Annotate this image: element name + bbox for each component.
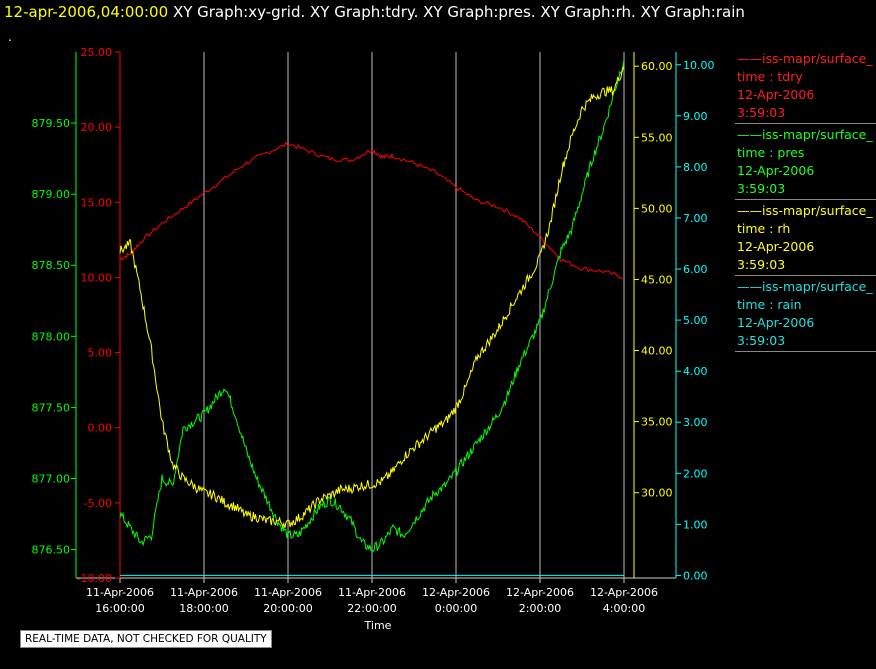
rh-tick-label: 30.00: [641, 487, 673, 500]
legend-entry-0: ——iss-mapr/surface_time : tdry 12-Apr-200…: [735, 48, 876, 124]
legend-time: 3:59:03: [737, 257, 786, 272]
pres-tick-label: 879.50: [32, 117, 71, 130]
legend-var: time : tdry: [737, 69, 803, 84]
x-tick-time-label: 22:00:00: [347, 602, 396, 615]
pres-tick-label: 878.00: [32, 330, 71, 343]
tdry-tick-label: 0.00: [88, 422, 113, 435]
rh-tick-label: 40.00: [641, 345, 673, 358]
legend-date: 12-Apr-2006: [737, 239, 815, 254]
rain-tick-label: 4.00: [683, 365, 708, 378]
tdry-tick-label: 25.00: [81, 46, 113, 59]
rh-tick-label: 50.00: [641, 202, 673, 215]
pres-tick-label: 877.00: [32, 472, 71, 485]
x-tick-date-label: 12-Apr-2006: [422, 586, 490, 599]
tdry-tick-label: 10.00: [81, 271, 113, 284]
x-axis-label: Time: [364, 619, 392, 632]
rain-tick-label: 8.00: [683, 161, 708, 174]
legend: ——iss-mapr/surface_ time : tdry 12-Apr-200…: [735, 48, 876, 352]
legend-var: time : rain: [737, 297, 802, 312]
rh-tick-label: 45.00: [641, 273, 673, 286]
pres-tick-label: 876.50: [32, 544, 71, 557]
pres-tick-label: 879.00: [32, 188, 71, 201]
legend-var: time : pres: [737, 145, 805, 160]
pres-tick-label: 878.50: [32, 259, 71, 272]
legend-entry-3: ——iss-mapr/surface_time : rain 12-Apr-200…: [735, 276, 876, 352]
rain-tick-label: 0.00: [683, 569, 708, 582]
x-tick-time-label: 18:00:00: [179, 602, 228, 615]
x-tick-date-label: 11-Apr-2006: [254, 586, 322, 599]
legend-name: ——iss-mapr/surface_: [737, 203, 873, 218]
legend-entry-2: ——iss-mapr/surface_time : rh 12-Apr-2006 3…: [735, 200, 876, 276]
series-line-rh: [119, 66, 625, 529]
legend-date: 12-Apr-2006: [737, 163, 815, 178]
x-tick-date-label: 11-Apr-2006: [170, 586, 238, 599]
series-line-tdry: [119, 141, 625, 279]
legend-name: ——iss-mapr/surface_: [737, 279, 873, 294]
x-tick-date-label: 12-Apr-2006: [590, 586, 658, 599]
legend-entry-1: ——iss-mapr/surface_time : pres 12-Apr-200…: [735, 124, 876, 200]
x-tick-date-label: 11-Apr-2006: [338, 586, 406, 599]
x-tick-time-label: 0:00:00: [435, 602, 477, 615]
rain-tick-label: 2.00: [683, 467, 708, 480]
rain-tick-label: 1.00: [683, 518, 708, 531]
tdry-tick-label: 15.00: [81, 196, 113, 209]
tdry-tick-label: -5.00: [84, 497, 112, 510]
x-tick-time-label: 16:00:00: [95, 602, 144, 615]
x-tick-time-label: 4:00:00: [603, 602, 645, 615]
rh-tick-label: 60.00: [641, 60, 673, 73]
tdry-tick-label: -10.00: [77, 572, 112, 585]
legend-date: 12-Apr-2006: [737, 87, 815, 102]
legend-date: 12-Apr-2006: [737, 315, 815, 330]
x-tick-time-label: 2:00:00: [519, 602, 561, 615]
legend-time: 3:59:03: [737, 105, 786, 120]
rain-tick-label: 9.00: [683, 110, 708, 123]
legend-time: 3:59:03: [737, 181, 786, 196]
rain-tick-label: 7.00: [683, 212, 708, 225]
legend-name: ——iss-mapr/surface_: [737, 51, 873, 66]
rh-tick-label: 35.00: [641, 416, 673, 429]
header-timestamp: 12-apr-2006,04:00:00: [4, 3, 169, 21]
chart-header: 12-apr-2006,04:00:00 XY Graph:xy-grid. X…: [4, 3, 745, 21]
tdry-tick-label: 5.00: [88, 347, 113, 360]
x-tick-date-label: 11-Apr-2006: [86, 586, 154, 599]
x-tick-date-label: 12-Apr-2006: [506, 586, 574, 599]
legend-name: ——iss-mapr/surface_: [737, 127, 873, 142]
quality-notice: REAL-TIME DATA, NOT CHECKED FOR QUALITY: [20, 630, 272, 648]
legend-var: time : rh: [737, 221, 791, 236]
rain-tick-label: 6.00: [683, 263, 708, 276]
x-tick-time-label: 20:00:00: [263, 602, 312, 615]
rh-tick-label: 55.00: [641, 131, 673, 144]
series-line-pres: [119, 59, 625, 552]
legend-time: 3:59:03: [737, 333, 786, 348]
rain-tick-label: 10.00: [683, 59, 715, 72]
header-marker: .: [8, 30, 12, 44]
header-graph-titles: XY Graph:xy-grid. XY Graph:tdry. XY Grap…: [172, 3, 745, 21]
rain-tick-label: 3.00: [683, 416, 708, 429]
tdry-tick-label: 20.00: [81, 121, 113, 134]
pres-tick-label: 877.50: [32, 401, 71, 414]
rain-tick-label: 5.00: [683, 314, 708, 327]
